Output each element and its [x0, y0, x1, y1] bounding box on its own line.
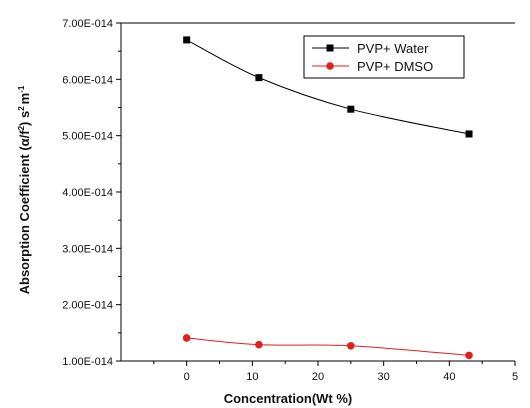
legend-box	[303, 35, 465, 79]
data-point-s1-2	[347, 341, 355, 350]
data-point-s1-0	[182, 334, 191, 342]
x-tick-label: 10	[246, 371, 258, 383]
x-tick-label: 30	[378, 371, 390, 383]
y-tick-label: 3.00E-014	[62, 243, 113, 255]
y-tick-label: 4.00E-014	[62, 187, 113, 199]
legend-marker-1	[326, 62, 334, 70]
series-line-1	[186, 337, 470, 356]
legend-label-1: PVP+ DMSO	[357, 59, 433, 74]
data-point-s0-3	[465, 130, 473, 138]
data-point-s1-3	[465, 351, 473, 360]
y-tick-label: 1.00E-014	[62, 356, 113, 368]
legend-marker-0	[326, 44, 334, 52]
series-line-0	[186, 39, 470, 135]
x-tick-label: 40	[443, 371, 455, 383]
x-tick-label: 0	[184, 371, 190, 383]
y-axis-title: Absorption Coefficient (α/f2) s2m-1	[17, 85, 32, 294]
x-tick-label: 20	[312, 371, 324, 383]
data-point-s0-0	[183, 36, 191, 44]
data-point-s1-1	[255, 340, 263, 349]
y-tick-label: 7.00E-014	[62, 18, 113, 30]
y-tick-label: 2.00E-014	[62, 300, 113, 312]
x-axis-title: Concentration(Wt %)	[224, 391, 353, 406]
legend-label-0: PVP+ Water	[357, 41, 429, 56]
data-point-s0-2	[347, 105, 355, 113]
y-tick-label: 5.00E-014	[62, 131, 113, 143]
data-point-s0-1	[255, 74, 263, 82]
x-tick-label: 5	[512, 371, 518, 383]
y-tick-label: 6.00E-014	[62, 74, 113, 86]
